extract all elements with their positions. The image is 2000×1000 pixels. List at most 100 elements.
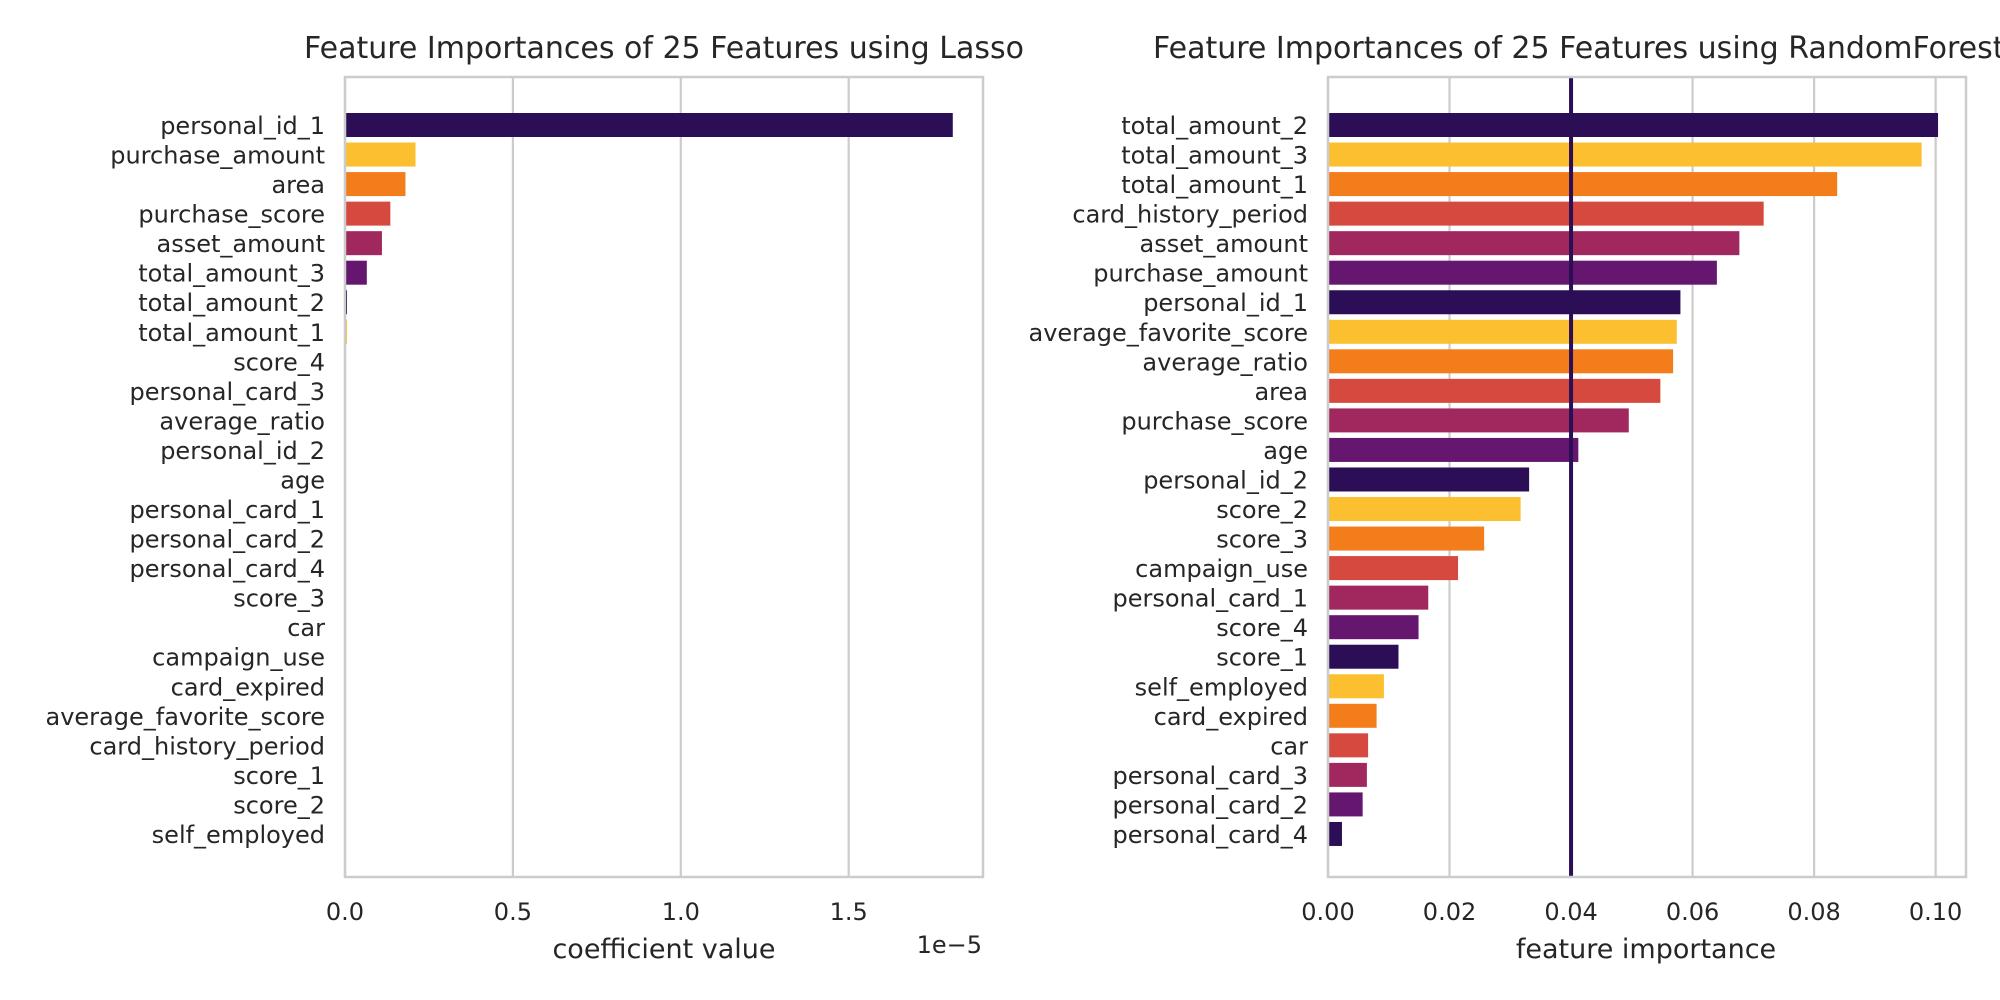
randomforest-category-label: personal_card_1 — [1113, 585, 1309, 613]
randomforest-bar — [1328, 201, 1764, 226]
randomforest-bar — [1328, 497, 1521, 522]
randomforest-bar — [1328, 408, 1629, 433]
lasso-category-label: purchase_amount — [110, 142, 325, 170]
randomforest-x-tick-labels: 0.00 0.02 0.04 0.06 0.08 0.10 — [1301, 898, 1962, 926]
randomforest-category-label: campaign_use — [1135, 555, 1308, 583]
randomforest-bar — [1328, 762, 1367, 787]
randomforest-bars — [1328, 113, 1939, 846]
lasso-category-label: score_1 — [233, 762, 325, 790]
randomforest-bar — [1328, 349, 1674, 374]
lasso-category-label: total_amount_3 — [138, 260, 325, 288]
lasso-category-label: personal_card_4 — [130, 555, 326, 583]
lasso-x-tick-labels: 0.0 0.5 1.0 1.5 — [326, 898, 868, 926]
randomforest-category-label: asset_amount — [1140, 230, 1309, 258]
lasso-category-label: personal_card_1 — [130, 496, 326, 524]
randomforest-category-label: age — [1263, 437, 1308, 465]
randomforest-category-label: purchase_score — [1121, 407, 1308, 435]
lasso-category-label: personal_id_2 — [160, 437, 325, 465]
randomforest-bar — [1328, 260, 1717, 285]
randomforest-bar — [1328, 644, 1399, 669]
randomforest-bar — [1328, 172, 1838, 197]
lasso-x-axis-label: coefficient value — [552, 934, 775, 965]
lasso-chart-title: Feature Importances of 25 Features using… — [304, 31, 1024, 66]
lasso-category-label: total_amount_2 — [138, 289, 325, 317]
lasso-chart-panel: Feature Importances of 25 Features using… — [46, 31, 1024, 965]
randomforest-category-label: personal_id_2 — [1143, 466, 1308, 494]
randomforest-category-label: personal_card_2 — [1113, 791, 1309, 819]
lasso-category-label: personal_card_3 — [130, 378, 326, 406]
lasso-plot-frame — [343, 75, 985, 879]
randomforest-x-tick-label: 0.04 — [1544, 898, 1597, 926]
randomforest-bar — [1328, 792, 1363, 817]
randomforest-category-label: card_expired — [1154, 703, 1308, 731]
lasso-gridlines — [343, 77, 850, 877]
lasso-category-label: personal_card_2 — [130, 526, 326, 554]
lasso-category-label: car — [287, 614, 325, 642]
lasso-bar — [345, 260, 367, 285]
lasso-category-label: card_expired — [171, 673, 325, 701]
lasso-x-offset-label: 1e−5 — [917, 931, 982, 959]
lasso-bar — [345, 201, 391, 226]
randomforest-category-label: total_amount_1 — [1121, 171, 1308, 199]
randomforest-bar — [1328, 526, 1485, 551]
randomforest-category-label: personal_card_3 — [1113, 762, 1309, 790]
randomforest-category-label: total_amount_3 — [1121, 142, 1308, 170]
lasso-bar — [345, 142, 416, 167]
lasso-category-label: area — [271, 171, 325, 199]
randomforest-bar — [1328, 319, 1677, 344]
randomforest-category-label: average_favorite_score — [1029, 319, 1309, 347]
lasso-category-label: score_4 — [233, 348, 325, 376]
randomforest-category-label: score_1 — [1216, 644, 1308, 672]
randomforest-category-label: card_history_period — [1072, 201, 1308, 229]
lasso-x-tick-label: 1.5 — [830, 898, 868, 926]
randomforest-category-label: self_employed — [1135, 673, 1308, 701]
lasso-category-labels: personal_id_1purchase_amountareapurchase… — [46, 112, 326, 849]
randomforest-x-tick-label: 0.00 — [1301, 898, 1354, 926]
randomforest-bar — [1328, 733, 1369, 758]
randomforest-category-label: score_4 — [1216, 614, 1308, 642]
randomforest-category-label: car — [1270, 732, 1308, 760]
randomforest-bar — [1328, 821, 1342, 846]
randomforest-bar — [1328, 703, 1377, 728]
lasso-category-label: personal_id_1 — [160, 112, 325, 140]
lasso-category-label: campaign_use — [152, 644, 325, 672]
randomforest-bar — [1328, 556, 1459, 581]
randomforest-category-label: average_ratio — [1142, 348, 1308, 376]
randomforest-category-labels: total_amount_2total_amount_3total_amount… — [1029, 112, 1309, 849]
randomforest-x-tick-label: 0.06 — [1666, 898, 1719, 926]
lasso-x-tick-label: 0.5 — [494, 898, 532, 926]
lasso-x-tick-label: 1.0 — [662, 898, 700, 926]
randomforest-chart-panel: Feature Importances of 25 Features using… — [1029, 31, 2000, 965]
randomforest-bar — [1328, 437, 1579, 462]
lasso-category-label: score_3 — [233, 585, 325, 613]
lasso-category-label: average_favorite_score — [46, 703, 326, 731]
randomforest-bar — [1328, 290, 1681, 315]
randomforest-category-label: area — [1254, 378, 1308, 406]
lasso-bar — [345, 113, 953, 137]
randomforest-bar — [1328, 231, 1740, 256]
randomforest-bar — [1328, 113, 1939, 137]
randomforest-plot-frame — [1326, 75, 1968, 879]
randomforest-bar — [1328, 615, 1419, 640]
randomforest-chart-title: Feature Importances of 25 Features using… — [1153, 31, 2000, 66]
randomforest-bar — [1328, 467, 1530, 492]
randomforest-x-tick-label: 0.08 — [1787, 898, 1840, 926]
lasso-bar — [345, 231, 382, 256]
randomforest-category-label: personal_card_4 — [1113, 821, 1309, 849]
lasso-x-tick-label: 0.0 — [326, 898, 364, 926]
randomforest-category-label: personal_id_1 — [1143, 289, 1308, 317]
lasso-category-label: age — [280, 466, 325, 494]
randomforest-category-label: total_amount_2 — [1121, 112, 1308, 140]
lasso-category-label: score_2 — [233, 791, 325, 819]
randomforest-x-tick-label: 0.02 — [1423, 898, 1476, 926]
lasso-category-label: total_amount_1 — [138, 319, 325, 347]
lasso-category-label: asset_amount — [157, 230, 326, 258]
randomforest-category-label: score_3 — [1216, 526, 1308, 554]
lasso-bar — [345, 172, 406, 197]
lasso-category-label: card_history_period — [89, 732, 325, 760]
lasso-category-label: purchase_score — [138, 201, 325, 229]
lasso-bars — [345, 113, 953, 344]
randomforest-bar — [1328, 674, 1384, 699]
randomforest-bar — [1328, 585, 1429, 610]
